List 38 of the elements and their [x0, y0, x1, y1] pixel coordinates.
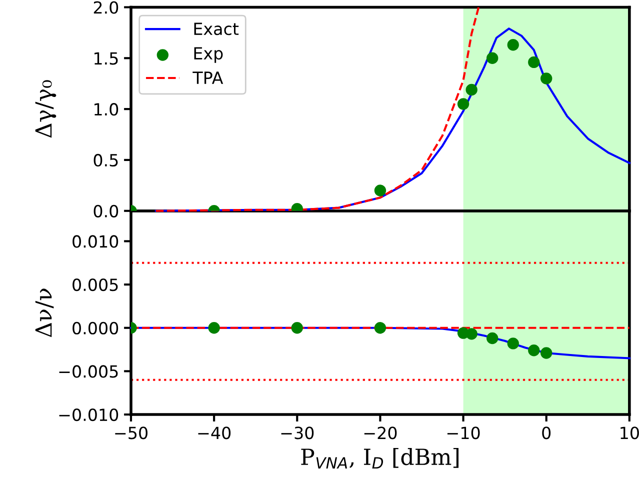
- point: [291, 322, 303, 334]
- point: [208, 322, 220, 334]
- line-series: [154, 6, 480, 212]
- legend-label: Exp: [194, 47, 223, 63]
- y-tick-label: −0.005: [59, 365, 118, 378]
- y-tick-label: 0.000: [72, 322, 118, 334]
- y-tick-label: 0.005: [72, 278, 118, 292]
- y-tick-label: 0.5: [94, 154, 118, 167]
- point: [507, 39, 519, 51]
- point: [374, 322, 386, 334]
- legend-label: Exact: [194, 22, 239, 36]
- point: [507, 338, 519, 350]
- point: [540, 72, 552, 84]
- point: [528, 56, 540, 68]
- y-tick-label: 1.0: [94, 103, 118, 116]
- y-tick-label: 0.010: [72, 235, 118, 248]
- point: [466, 328, 478, 340]
- point: [540, 347, 552, 359]
- legend-label: TPA: [192, 72, 224, 84]
- x-tick-label: −20: [364, 426, 397, 440]
- y-tick-label: −0.010: [59, 408, 118, 422]
- y-axis-title: Δγ/γ₀: [35, 80, 56, 138]
- point: [486, 332, 498, 344]
- x-tick-label: −30: [281, 426, 314, 440]
- point: [466, 84, 478, 96]
- point: [457, 98, 470, 110]
- point: [486, 52, 498, 64]
- x-tick-label: −40: [198, 426, 231, 440]
- point: [528, 344, 540, 356]
- x-tick-label: −10: [447, 426, 480, 440]
- x-tick-label: 10: [620, 426, 639, 440]
- x-tick-label: −50: [115, 426, 148, 440]
- y-tick-label: 0.0: [94, 204, 118, 218]
- y-axis-title: Δν/ν: [35, 288, 54, 338]
- y-tick-label: 1.5: [94, 52, 118, 65]
- x-tick-label: 0: [542, 426, 551, 440]
- y-tick-label: 2.0: [94, 1, 118, 14]
- x-axis-title: P$_{VNA}$, I$_{D}$ [dBm]: [301, 448, 458, 469]
